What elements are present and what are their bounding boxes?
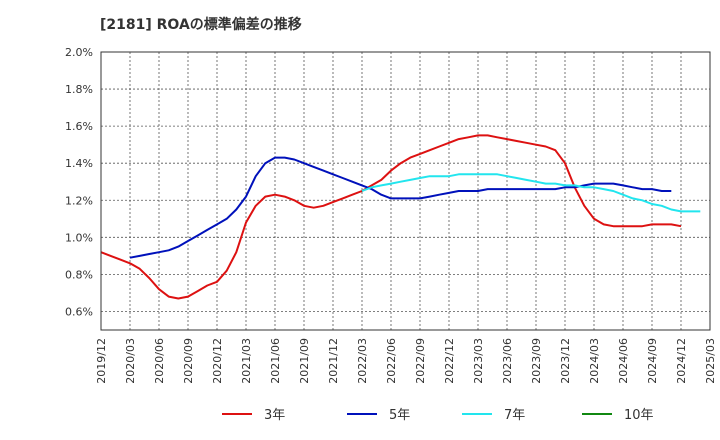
legend-label-7年: 7年 [504, 408, 525, 423]
x-tick-label: 2024/06 [617, 338, 630, 384]
x-tick-label: 2021/09 [298, 338, 311, 384]
chart-title: [2181] ROAの標準偏差の推移 [100, 17, 302, 33]
legend: 3年 5年 7年 10年 [222, 408, 654, 423]
x-tick-label: 2023/03 [472, 338, 485, 384]
x-tick-label: 2022/09 [414, 338, 427, 384]
x-tick-label: 2019/12 [95, 338, 108, 384]
y-tick-label: 1.2% [65, 194, 93, 207]
y-tick-label: 0.6% [65, 305, 93, 318]
series-line-3年 [100, 134, 682, 300]
x-tick-label: 2023/12 [559, 338, 572, 384]
x-tick-label: 2024/12 [675, 338, 688, 384]
y-tick-label: 1.4% [65, 157, 93, 170]
plot-frame [100, 51, 711, 331]
y-tick-label: 1.6% [65, 120, 93, 133]
series-lines [100, 134, 701, 300]
x-axis-tick-labels: 2019/12 2020/03 2020/06 2020/09 2020/12 2021/… [95, 338, 717, 384]
x-tick-label: 2023/06 [501, 338, 514, 384]
series-line-7年 [361, 173, 701, 213]
x-tick-label: 2021/06 [269, 338, 282, 384]
x-tick-label: 2020/03 [124, 338, 137, 384]
x-tick-label: 2022/12 [443, 338, 456, 384]
legend-label-3年: 3年 [264, 408, 285, 423]
y-axis-tick-labels: 0.6% 0.8% 1.0% 1.2% 1.4% 1.6% 1.8% 2.0% [65, 46, 93, 318]
x-tick-label: 2020/09 [182, 338, 195, 384]
series-line-5年 [129, 156, 672, 259]
y-tick-label: 1.0% [65, 231, 93, 244]
x-tick-label: 2024/09 [646, 338, 659, 384]
y-tick-label: 2.0% [65, 46, 93, 59]
x-tick-label: 2023/09 [530, 338, 543, 384]
x-tick-label: 2021/03 [240, 338, 253, 384]
x-tick-label: 2022/03 [356, 338, 369, 384]
x-tick-label: 2024/03 [588, 338, 601, 384]
x-tick-label: 2020/06 [153, 338, 166, 384]
grid-lines [100, 51, 711, 330]
legend-label-5年: 5年 [389, 408, 410, 423]
x-tick-label: 2022/06 [385, 338, 398, 384]
y-tick-label: 1.8% [65, 83, 93, 96]
x-tick-label: 2020/12 [211, 338, 224, 384]
legend-label-10年: 10年 [624, 408, 654, 423]
x-tick-label: 2021/12 [327, 338, 340, 384]
y-tick-label: 0.8% [65, 268, 93, 281]
x-tick-label: 2025/03 [704, 338, 717, 384]
